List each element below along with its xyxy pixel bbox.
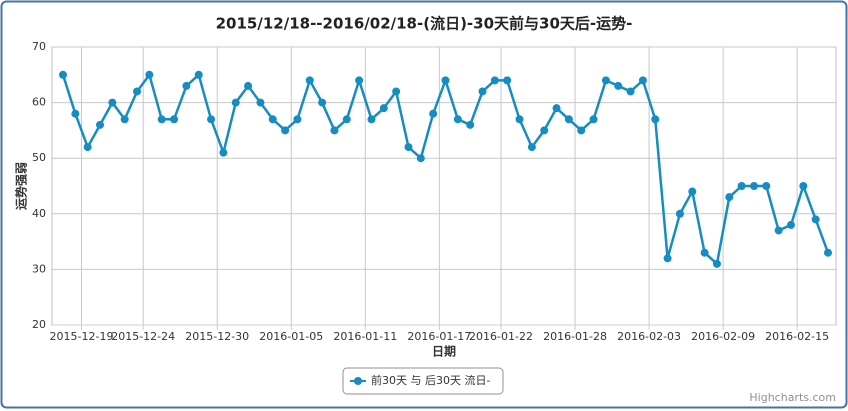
point-marker [577,126,586,135]
point-marker [145,70,154,79]
y-tick-label: 40 [32,207,46,220]
point-marker [774,226,783,235]
y-tick-label: 70 [32,40,46,53]
x-tick-label: 2016-02-15 [765,330,829,343]
point-marker [441,76,450,85]
point-marker [96,120,105,129]
point-marker [59,70,67,79]
point-marker [651,115,660,124]
plot-area [51,46,837,326]
x-tick-label: 2016-02-09 [691,330,755,343]
chart-title: 2015/12/18--2016/02/18-(流日)-30天前与30天后-运势… [216,15,633,33]
point-marker [762,182,771,190]
x-tick-label: 2016-01-22 [469,330,533,343]
point-marker [638,76,647,85]
y-axis-title: 运势强弱 [14,162,29,210]
y-tick-label: 60 [32,96,46,109]
point-marker [281,126,290,135]
point-marker [355,76,364,85]
credits: Highcharts.com [749,391,836,404]
point-marker [83,143,92,152]
point-marker [305,76,314,85]
x-tick-label: 2016-02-03 [617,330,681,343]
point-marker [392,87,401,96]
y-tick-label: 50 [32,151,46,164]
point-marker [626,87,635,96]
point-marker [231,98,240,107]
point-marker [614,81,623,90]
point-marker [157,115,166,124]
x-tick-label: 2015-12-19 [50,330,114,343]
point-marker [416,154,425,163]
point-marker [268,115,277,124]
point-marker [811,215,820,224]
point-marker [170,115,179,124]
point-marker [824,248,832,257]
point-marker [207,115,216,124]
point-marker [540,126,549,135]
point-marker [71,109,80,118]
x-tick-label: 2016-01-11 [333,330,397,343]
x-tick-label: 2015-12-30 [185,330,249,343]
point-marker [700,248,709,257]
point-marker [725,193,734,202]
x-axis-title: 日期 [432,344,456,359]
point-marker [219,148,228,157]
point-marker [293,115,302,124]
legend-label[interactable]: 前30天 与 后30天 流日- [371,373,490,387]
point-marker [515,115,524,124]
point-marker [712,259,721,268]
point-marker [194,70,203,79]
point-marker [589,115,598,124]
point-marker [108,98,117,107]
point-marker [601,76,610,85]
point-marker [737,182,746,190]
point-marker [133,87,142,96]
point-marker [503,76,512,85]
point-marker [490,76,499,85]
point-marker [688,187,697,196]
point-marker [675,209,684,218]
point-marker [330,126,339,135]
x-tick-label: 2016-01-17 [407,330,471,343]
point-marker [786,220,795,229]
y-tick-label: 20 [32,318,46,331]
point-marker [478,87,487,96]
point-marker [367,115,376,124]
point-marker [120,115,129,124]
point-marker [182,81,191,90]
x-tick-label: 2016-01-28 [543,330,607,343]
y-tick-label: 30 [32,262,46,275]
point-marker [244,81,253,90]
point-marker [564,115,573,124]
x-tick-label: 2016-01-05 [259,330,323,343]
point-marker [749,182,758,190]
point-marker [552,104,561,113]
point-marker [429,109,438,118]
legend-box [342,367,504,395]
point-marker [379,104,388,113]
point-marker [453,115,462,124]
legend-marker [354,377,362,385]
point-marker [318,98,327,107]
point-marker [466,120,475,129]
point-marker [404,143,413,152]
point-marker [799,182,808,190]
point-marker [256,98,265,107]
point-marker [663,254,672,263]
point-marker [527,143,536,152]
x-tick-label: 2015-12-24 [111,330,175,343]
point-marker [342,115,351,124]
